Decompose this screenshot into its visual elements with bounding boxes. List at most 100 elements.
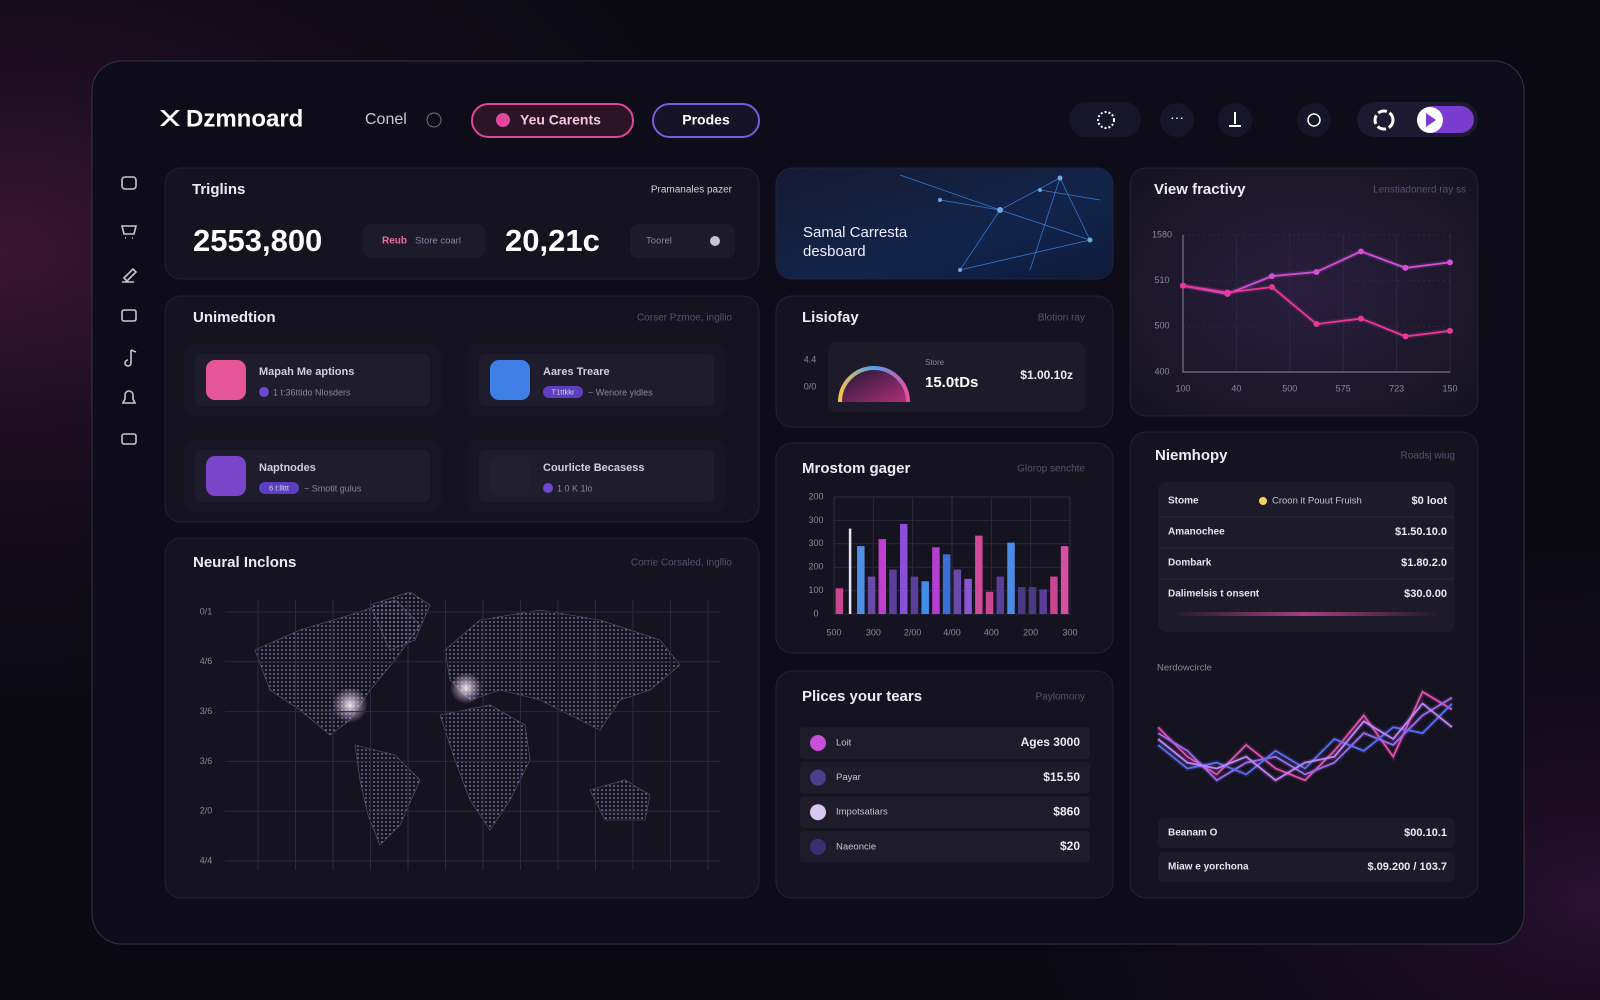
summary-footer-row (1158, 818, 1455, 848)
sidebar-icon[interactable] (124, 349, 137, 367)
tab[interactable] (652, 103, 760, 138)
chart-subtitle: Lenstiadonerd ray ss (1373, 185, 1466, 196)
y-axis-label: 200 (808, 562, 823, 572)
icon-button[interactable] (1160, 103, 1194, 137)
price-icon (810, 769, 826, 786)
summary-label: Amanochee (1168, 527, 1225, 538)
chart-subtitle: Glorop senchte (1017, 464, 1085, 475)
price-row[interactable] (800, 796, 1090, 829)
tab-active[interactable] (471, 103, 634, 138)
bar (910, 576, 919, 614)
price-icon (810, 838, 826, 855)
price-value: $20 (1060, 839, 1080, 853)
line-point (1447, 327, 1453, 334)
summary-label: Dombark (1168, 558, 1212, 569)
gauge-amount: $1.00.10z (1020, 368, 1073, 382)
sidebar-icon[interactable] (121, 309, 137, 322)
line-series (1157, 702, 1453, 776)
gauge-fill (840, 368, 908, 402)
icon-button[interactable] (1297, 103, 1331, 137)
app-name: Naptnodes (259, 462, 316, 474)
price-row[interactable] (800, 761, 1090, 794)
chart-title: View fractivy (1154, 181, 1246, 198)
metric-note: Store coarl (415, 236, 461, 247)
hero-title: Samal Carresta (803, 224, 908, 241)
bar (942, 554, 951, 614)
y-axis-label: 500 (1154, 321, 1169, 331)
axis-line (1182, 235, 1450, 373)
gauge-value: 15.0tDs (925, 374, 978, 391)
bar (1039, 589, 1047, 614)
app-icon (206, 360, 246, 400)
bar (889, 569, 897, 614)
price-icon (810, 804, 826, 821)
app-badge: 6 t:llttt (269, 483, 290, 492)
price-name: Loit (836, 738, 852, 749)
sidebar-icon[interactable] (121, 390, 137, 404)
line-point (1358, 248, 1364, 255)
price-name: Payar (836, 772, 861, 783)
glow-line (1170, 612, 1440, 616)
price-name: Impotsatiars (836, 807, 888, 818)
summary-note: Croon it Pouut Fruish (1272, 496, 1362, 507)
settings-icon (1097, 111, 1115, 129)
app-card[interactable] (195, 354, 430, 406)
bar (867, 576, 876, 614)
app-icon (490, 360, 530, 400)
price-name: Naeoncie (836, 841, 876, 852)
bar (857, 546, 865, 614)
map-axis-label: 0/1 (200, 606, 213, 616)
sync-icon (1373, 109, 1395, 131)
hero-panel (775, 167, 1114, 280)
x-axis-label: 2/00 (904, 627, 922, 637)
panel-subtitle: Corser Pzmoe, ingllio (637, 313, 732, 324)
x-axis-label: 100 (1175, 383, 1190, 393)
hero-network (899, 174, 1101, 272)
panel-subtitle: Blotion ray (1038, 313, 1085, 324)
x-axis-label: 200 (1023, 627, 1038, 637)
panel-subtitle: Pramanales pazer (651, 185, 733, 196)
bar (848, 528, 852, 614)
summary-value: $00.10.1 (1404, 827, 1447, 839)
price-value: $15.50 (1043, 770, 1080, 784)
price-row[interactable] (800, 727, 1090, 759)
price-row[interactable] (800, 830, 1090, 863)
summary-value: $30.0.00 (1404, 588, 1447, 600)
app-card[interactable] (479, 450, 714, 502)
app-name: Aares Treare (543, 366, 610, 378)
summary-label: Stome (1168, 496, 1199, 507)
app-badge-dot (543, 483, 553, 493)
x-axis-label: 300 (1062, 627, 1077, 637)
panel-subtitle: Paylomony (1036, 692, 1085, 703)
badge-box (630, 224, 735, 258)
header-actions: ⋯ (1069, 102, 1478, 137)
gauge-arc (838, 366, 910, 403)
sidebar-icon[interactable] (121, 433, 137, 445)
sidebar-icon[interactable] (121, 176, 137, 190)
app-detail: 1 0 K 1lo (557, 483, 593, 493)
x-axis-label: 300 (866, 627, 881, 637)
line-point (1180, 282, 1186, 289)
gauge-scale-label: 4.4 (804, 354, 817, 364)
upload-icon (1229, 112, 1241, 127)
bar (1007, 542, 1015, 614)
map-axis-label: 3/6 (200, 756, 213, 766)
sidebar-icon[interactable] (120, 225, 138, 239)
user-icon (710, 236, 720, 246)
y-axis-label: 400 (1154, 366, 1169, 376)
icon-button[interactable] (1069, 102, 1141, 137)
price-value: $860 (1053, 804, 1080, 818)
line-point (1313, 268, 1320, 275)
tab-label[interactable]: Yeu Carents (520, 112, 601, 128)
bar (964, 578, 972, 614)
bar (878, 539, 887, 614)
tab-label[interactable]: Prodes (682, 112, 730, 128)
summary-value: $1.80.2.0 (1401, 557, 1447, 569)
nav-link[interactable]: Conel (365, 111, 407, 128)
app-card[interactable] (195, 450, 430, 502)
app-card[interactable] (479, 354, 714, 406)
stats-panel (164, 167, 760, 280)
sidebar-icon[interactable] (122, 267, 138, 283)
line-point (1313, 321, 1320, 328)
